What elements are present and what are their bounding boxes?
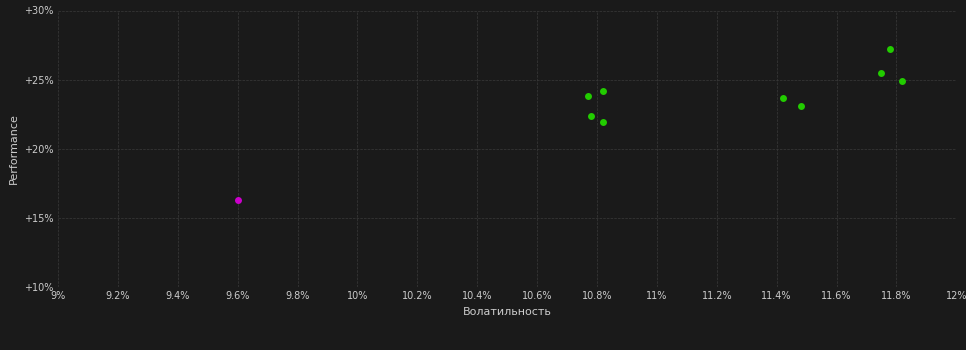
Point bbox=[595, 120, 611, 125]
Point bbox=[883, 47, 898, 52]
X-axis label: Волатильность: Волатильность bbox=[463, 307, 552, 317]
Point bbox=[775, 95, 790, 100]
Point bbox=[581, 93, 596, 99]
Point bbox=[793, 103, 809, 109]
Point bbox=[874, 70, 890, 76]
Point bbox=[230, 197, 245, 203]
Point bbox=[595, 88, 611, 93]
Y-axis label: Performance: Performance bbox=[9, 113, 18, 184]
Point bbox=[583, 113, 599, 118]
Point bbox=[895, 78, 910, 84]
